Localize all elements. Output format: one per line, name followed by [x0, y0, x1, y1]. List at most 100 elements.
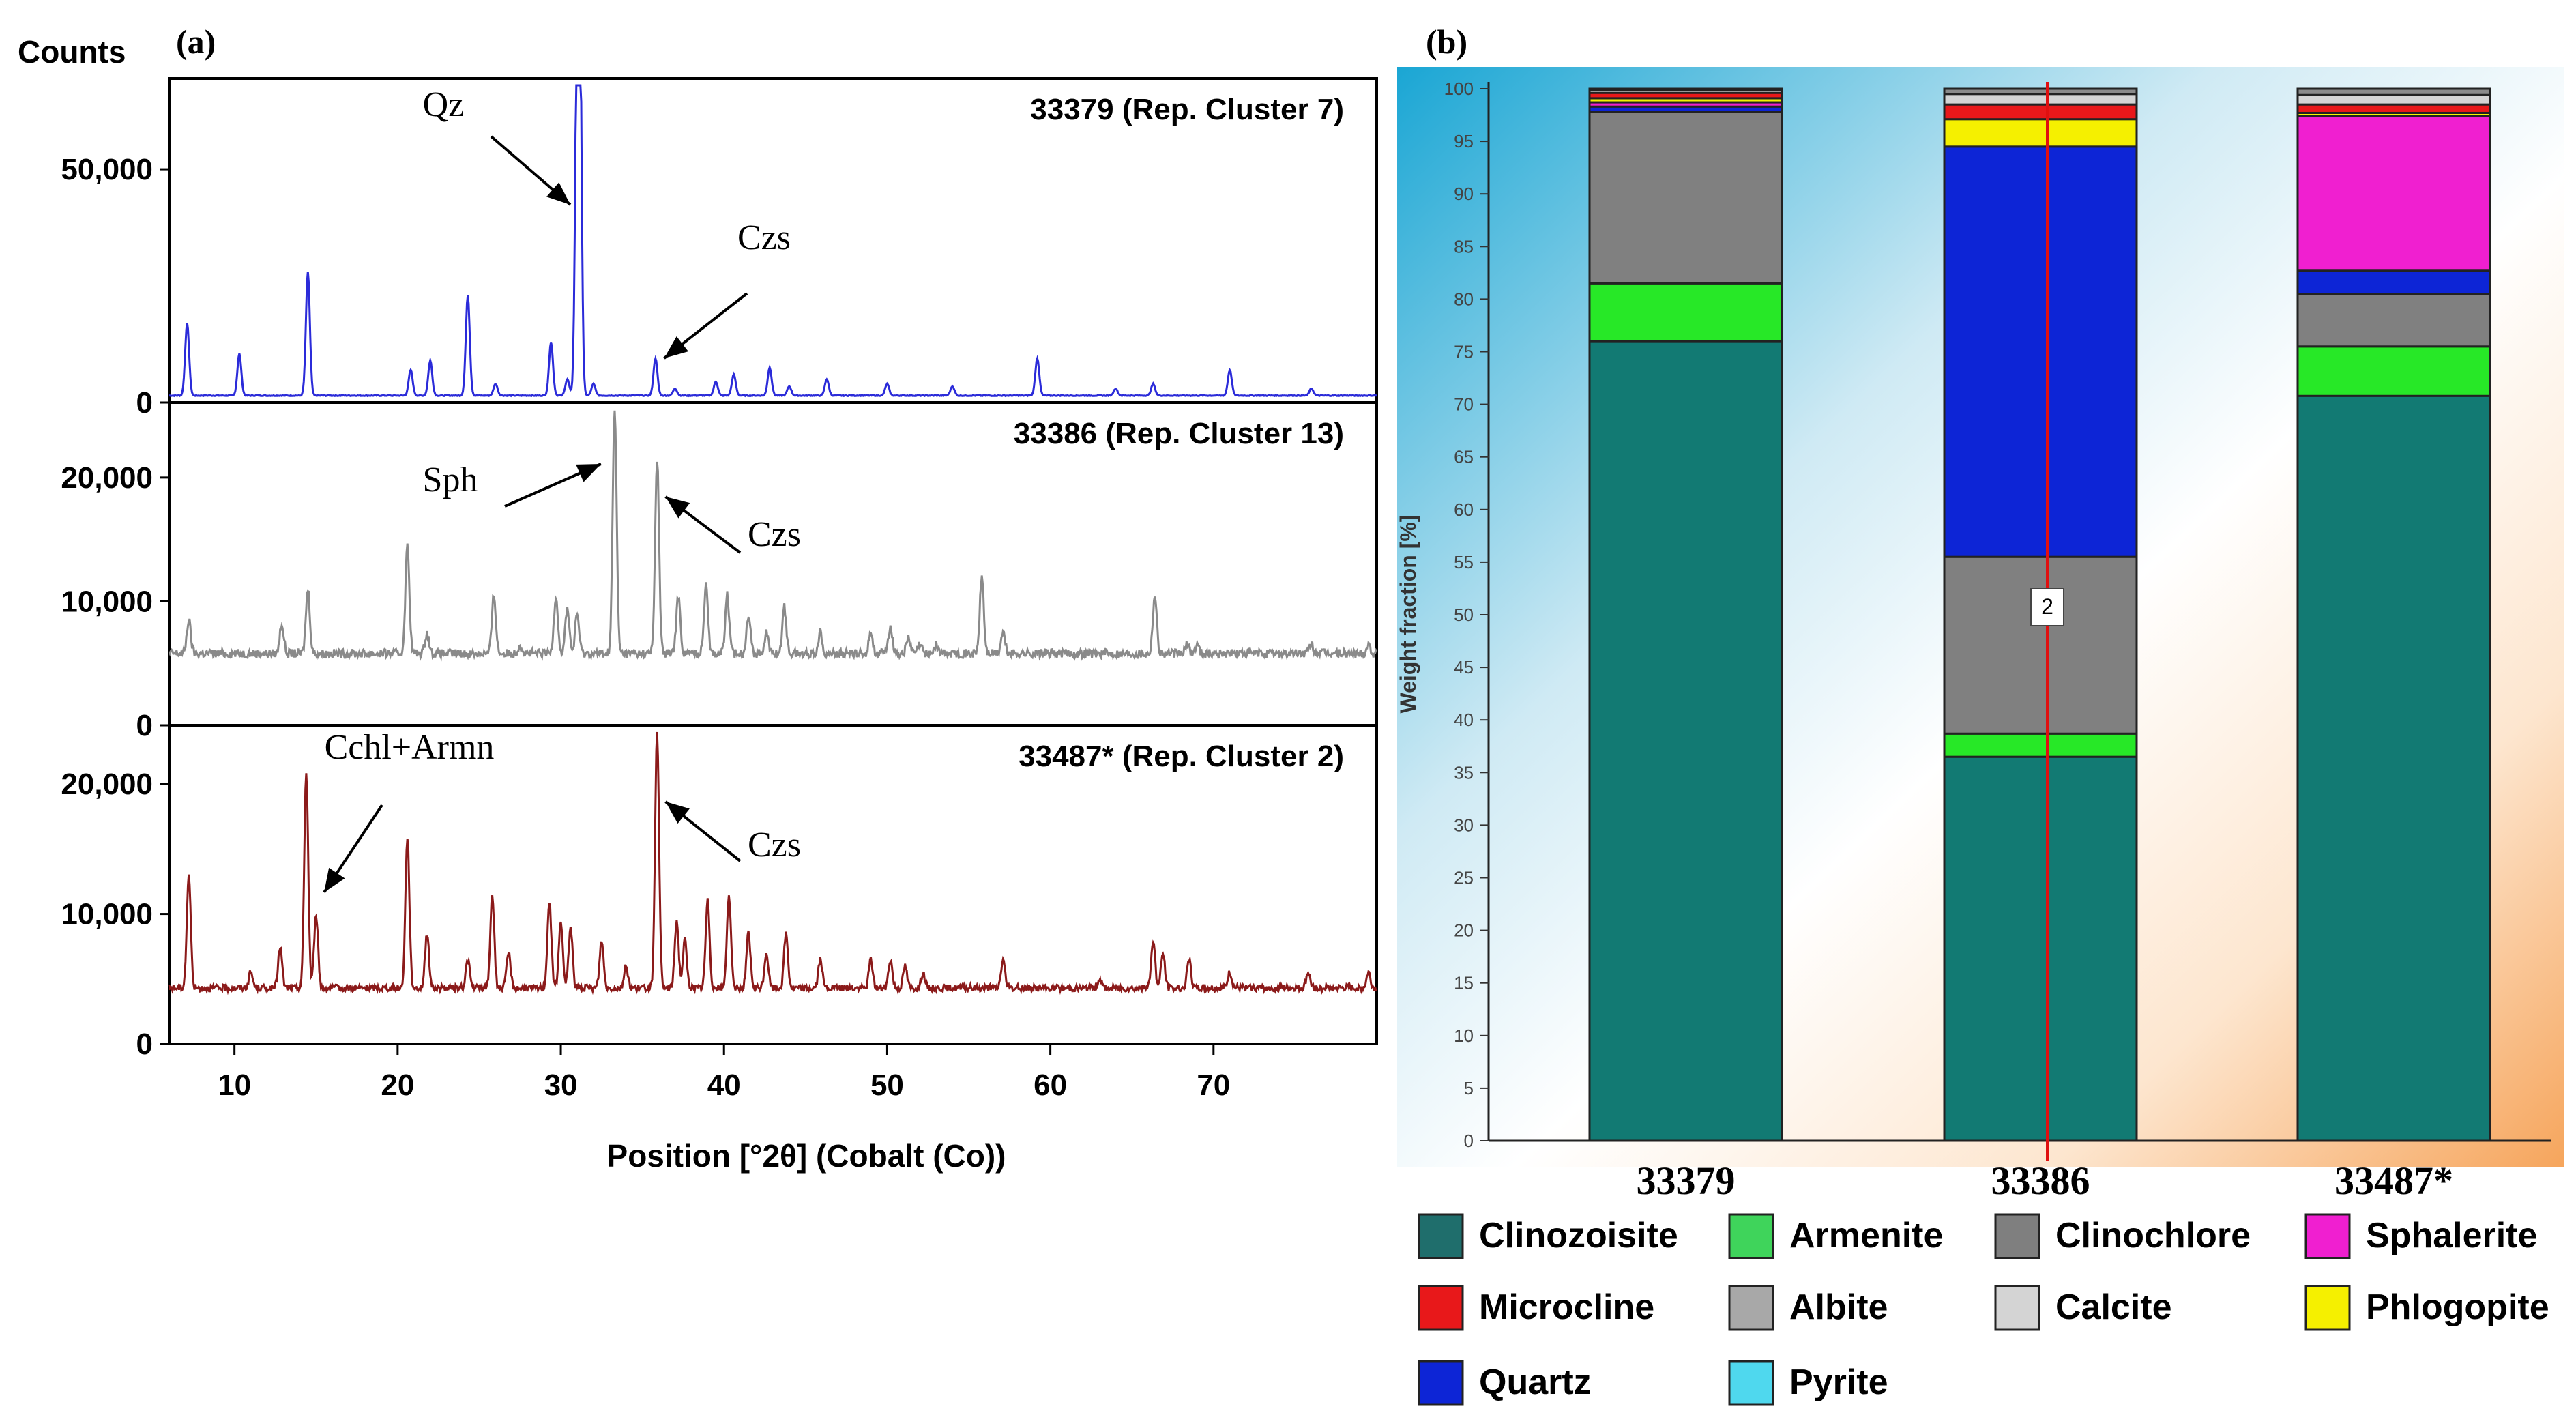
annotation-arrow-head — [546, 182, 570, 205]
bar-segment — [1588, 111, 1783, 285]
legend-swatch — [1418, 1360, 1464, 1406]
y-tick-label: 70 — [1454, 394, 1474, 415]
annotation-arrow-head — [324, 867, 345, 892]
cursor-marker-label: 2 — [2041, 594, 2053, 619]
y-tick-label: 80 — [1454, 289, 1474, 309]
annotation-arrow-head — [576, 464, 601, 482]
y-tick-label: 45 — [1454, 657, 1474, 677]
bar-segment — [1943, 755, 2138, 1142]
xrd-subplot: 0 50,000 33379 (Rep. Cluster 7) Qz Czs — [61, 77, 1378, 420]
y-tick-label: 0 — [136, 386, 153, 420]
bar-segment — [1943, 145, 2138, 558]
bar-segment — [2296, 345, 2491, 397]
y-tick-label: 20 — [1454, 920, 1474, 941]
legend-swatch — [1728, 1285, 1774, 1331]
bar-segment — [2296, 103, 2491, 114]
bar-segment — [1588, 87, 1783, 91]
legend-item: Pyrite — [1728, 1360, 1888, 1406]
bar-segment — [1943, 555, 2138, 735]
annotation-arrow-head — [665, 497, 690, 519]
x-tick-label: 30 — [544, 1068, 578, 1102]
y-tick-label: 0 — [136, 1028, 153, 1061]
panel-b-label: (b) — [1426, 23, 1467, 61]
legend-item: Calcite — [1994, 1285, 2172, 1331]
legend-swatch — [1994, 1213, 2040, 1259]
peak-annotation-label: Czs — [737, 218, 791, 257]
peak-annotation-label: Sph — [423, 461, 478, 499]
y-tick-label: 10,000 — [61, 585, 153, 618]
y-tick-label: 60 — [1454, 499, 1474, 520]
legend-item: Armenite — [1728, 1213, 1943, 1259]
bar-segment — [2296, 293, 2491, 348]
x-tick-label: 50 — [870, 1068, 904, 1102]
y-tick-label: 40 — [1454, 710, 1474, 730]
y-tick-label: 95 — [1454, 131, 1474, 151]
y-tick-label: 30 — [1454, 815, 1474, 835]
x-tick-label: 10 — [218, 1068, 251, 1102]
y-tick-label: 100 — [1444, 78, 1474, 99]
y-tick-label: 50 — [1454, 604, 1474, 625]
xrd-series-line — [169, 84, 1377, 398]
y-axis-label: Weight fraction [%] — [1396, 515, 1420, 714]
y-axis-label: Counts — [18, 34, 126, 70]
bar-segment — [2296, 394, 2491, 1142]
y-tick-label: 65 — [1454, 447, 1474, 467]
peak-annotation-label: Cchl+Armn — [325, 728, 495, 767]
category-label: 33386 — [1991, 1159, 2090, 1203]
x-tick-label: 40 — [707, 1068, 741, 1102]
legend-swatch — [1728, 1360, 1774, 1406]
legend-label: Quartz — [1479, 1363, 1592, 1402]
series-title: 33379 (Rep. Cluster 7) — [1030, 93, 1344, 126]
legend-item: Clinozoisite — [1418, 1213, 1678, 1259]
y-tick-label: 85 — [1454, 236, 1474, 257]
y-tick-label: 5 — [1464, 1078, 1474, 1098]
legend-item: Albite — [1728, 1285, 1888, 1331]
x-tick-label: 70 — [1197, 1068, 1230, 1102]
xrd-panel: (a) Counts 0 50,000 33379 (Rep. Cluster 7)… — [18, 23, 1378, 1174]
bar-segment — [1943, 93, 2138, 106]
legend-swatch — [1994, 1285, 2040, 1331]
xrd-series-line — [168, 410, 1378, 662]
bar-segment — [1943, 732, 2138, 758]
y-tick-label: 35 — [1454, 762, 1474, 783]
legend-label: Sphalerite — [2366, 1216, 2537, 1255]
legend-swatch — [2304, 1285, 2351, 1331]
series-title: 33386 (Rep. Cluster 13) — [1014, 417, 1344, 450]
y-tick-label: 50,000 — [61, 153, 153, 186]
panel-a-label: (a) — [176, 23, 216, 61]
y-tick-label: 0 — [1464, 1131, 1474, 1151]
plot-frame — [168, 724, 1378, 1045]
bar-segment — [1588, 340, 1783, 1142]
bar-stack — [1588, 87, 1783, 1142]
bar-segment — [2296, 87, 2491, 96]
peak-annotation-label: Czs — [748, 515, 801, 554]
xrd-series-line — [168, 731, 1377, 995]
y-tick-label: 75 — [1454, 342, 1474, 362]
x-axis-label: Position [°2θ] (Cobalt (Co)) — [607, 1138, 1006, 1174]
category-label: 33487* — [2334, 1159, 2453, 1203]
legend-label: Microcline — [1479, 1287, 1654, 1327]
bar-segment — [2296, 115, 2491, 272]
y-tick-label: 10,000 — [61, 898, 153, 931]
bar-segment — [2296, 93, 2491, 106]
legend-label: Phlogopite — [2366, 1287, 2549, 1327]
xrd-subplot: 0 10,000 20,000 33386 (Rep. Cluster 13) Sph C… — [61, 401, 1378, 742]
y-tick-label: 20,000 — [61, 768, 153, 801]
y-tick-label: 90 — [1454, 184, 1474, 204]
cursor-marker-box — [2030, 588, 2064, 626]
annotation-arrow-head — [664, 336, 688, 358]
legend-item: Clinochlore — [1994, 1213, 2251, 1259]
bar-segment — [1943, 87, 2138, 96]
legend-label: Albite — [1789, 1287, 1888, 1327]
category-label: 33379 — [1637, 1159, 1736, 1203]
peak-annotation-label: Qz — [423, 85, 465, 124]
plot-frame — [168, 401, 1378, 727]
y-tick-label: 55 — [1454, 552, 1474, 572]
x-tick-label: 60 — [1034, 1068, 1067, 1102]
y-tick-label: 20,000 — [61, 461, 153, 495]
bar-segment — [1943, 103, 2138, 121]
legend-label: Calcite — [2055, 1287, 2172, 1327]
annotation-arrow-head — [665, 802, 690, 824]
legend-item: Phlogopite — [2304, 1285, 2549, 1331]
